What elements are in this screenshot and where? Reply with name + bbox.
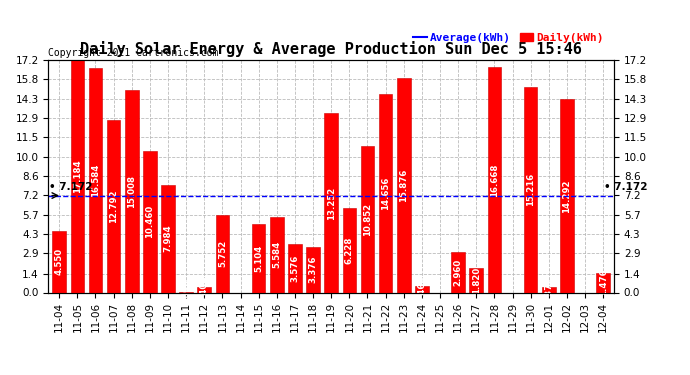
Bar [197, 287, 211, 292]
Bar [125, 90, 139, 292]
Text: 7.984: 7.984 [164, 225, 172, 252]
Text: 15.008: 15.008 [127, 175, 136, 208]
Bar [270, 217, 284, 292]
Bar [88, 68, 102, 292]
Bar [342, 209, 356, 292]
Text: 16.584: 16.584 [91, 164, 100, 197]
Text: 10.460: 10.460 [146, 205, 155, 238]
Text: 0.372: 0.372 [544, 276, 553, 304]
Text: 2.960: 2.960 [453, 259, 462, 286]
Text: 15.876: 15.876 [400, 168, 408, 202]
Text: 0.468: 0.468 [417, 276, 426, 303]
Bar [469, 268, 483, 292]
Bar [542, 288, 555, 292]
Text: 3.376: 3.376 [308, 256, 317, 284]
Bar [70, 60, 84, 292]
Bar [52, 231, 66, 292]
Text: 4.550: 4.550 [55, 248, 63, 275]
Bar [215, 215, 229, 292]
Text: 1.820: 1.820 [472, 267, 481, 294]
Text: 6.228: 6.228 [345, 237, 354, 264]
Bar [252, 224, 266, 292]
Bar [415, 286, 428, 292]
Text: 16.668: 16.668 [490, 163, 499, 196]
Text: 1.476: 1.476 [599, 269, 608, 296]
Text: 0.060: 0.060 [181, 279, 190, 306]
Text: 0.404: 0.404 [200, 276, 209, 303]
Bar [288, 244, 302, 292]
Text: • 7.172: • 7.172 [604, 182, 648, 192]
Bar [306, 247, 320, 292]
Text: 10.852: 10.852 [363, 202, 372, 236]
Text: • 7.172: • 7.172 [49, 182, 92, 192]
Text: 5.104: 5.104 [254, 244, 263, 272]
Text: 15.216: 15.216 [526, 173, 535, 206]
Text: 14.292: 14.292 [562, 179, 571, 213]
Text: 3.576: 3.576 [290, 255, 299, 282]
Title: Daily Solar Energy & Average Production Sun Dec 5 15:46: Daily Solar Energy & Average Production … [80, 42, 582, 57]
Bar [143, 151, 157, 292]
Bar [379, 94, 393, 292]
Bar [324, 113, 338, 292]
Bar [596, 273, 610, 292]
Bar [361, 146, 374, 292]
Bar [397, 78, 411, 292]
Text: 5.584: 5.584 [273, 241, 282, 268]
Text: 13.252: 13.252 [326, 186, 336, 219]
Text: Copyright 2021 Cartronics.com: Copyright 2021 Cartronics.com [48, 48, 219, 58]
Legend: Average(kWh), Daily(kWh): Average(kWh), Daily(kWh) [409, 28, 609, 47]
Text: 17.184: 17.184 [73, 159, 82, 193]
Bar [451, 252, 465, 292]
Bar [107, 120, 120, 292]
Text: 14.656: 14.656 [381, 177, 390, 210]
Bar [161, 184, 175, 292]
Bar [560, 99, 574, 292]
Text: 5.752: 5.752 [218, 240, 227, 267]
Text: 12.792: 12.792 [109, 189, 118, 223]
Bar [488, 67, 501, 292]
Bar [524, 87, 538, 292]
